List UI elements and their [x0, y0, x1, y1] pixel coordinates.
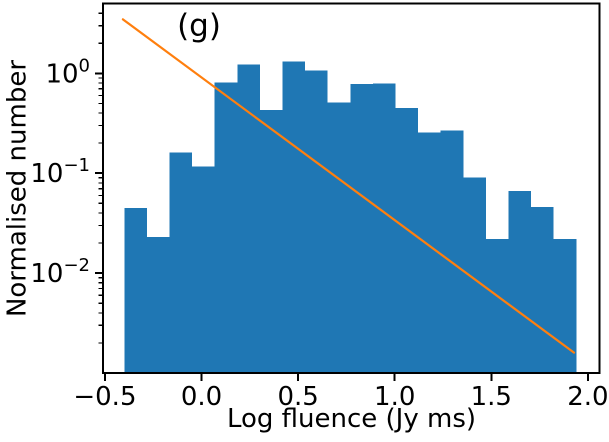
histogram-bar	[485, 238, 509, 373]
histogram-bar	[508, 191, 532, 373]
histogram-bar	[237, 64, 260, 373]
histogram-bar	[350, 84, 373, 373]
histogram-bar	[169, 152, 193, 373]
y-tick-label: 10−1	[30, 155, 90, 189]
histogram-bar	[553, 238, 577, 373]
histogram-bar	[259, 109, 283, 374]
x-tick-label: 0.5	[277, 382, 318, 412]
x-tick-label: −0.5	[73, 382, 136, 412]
histogram-bar	[146, 236, 170, 373]
histogram-bar	[440, 130, 464, 373]
y-axis-label: Normalised number	[2, 59, 33, 318]
histogram-bar	[531, 206, 554, 373]
x-tick-label: 1.5	[471, 382, 512, 412]
histogram-bar	[327, 102, 351, 374]
y-tick-label: 100	[45, 55, 90, 89]
histogram-bar	[124, 207, 147, 373]
histogram-bar	[418, 132, 441, 373]
histogram-bar	[372, 83, 396, 374]
x-axis-label: Log fluence (Jy ms)	[226, 404, 477, 434]
histogram-bar	[305, 70, 328, 374]
x-tick-label: 2.0	[567, 382, 608, 412]
histogram-bar	[282, 61, 306, 374]
histogram-bar	[395, 107, 419, 374]
x-tick-label: 0.0	[181, 382, 222, 412]
histogram-bar	[214, 82, 238, 374]
y-tick-label: 10−2	[30, 255, 90, 289]
panel-annotation: (g)	[177, 8, 221, 44]
fit-line	[121, 18, 576, 354]
x-tick-label: 1.0	[374, 382, 415, 412]
histogram-bar	[463, 177, 486, 373]
histogram-bar	[192, 166, 215, 373]
